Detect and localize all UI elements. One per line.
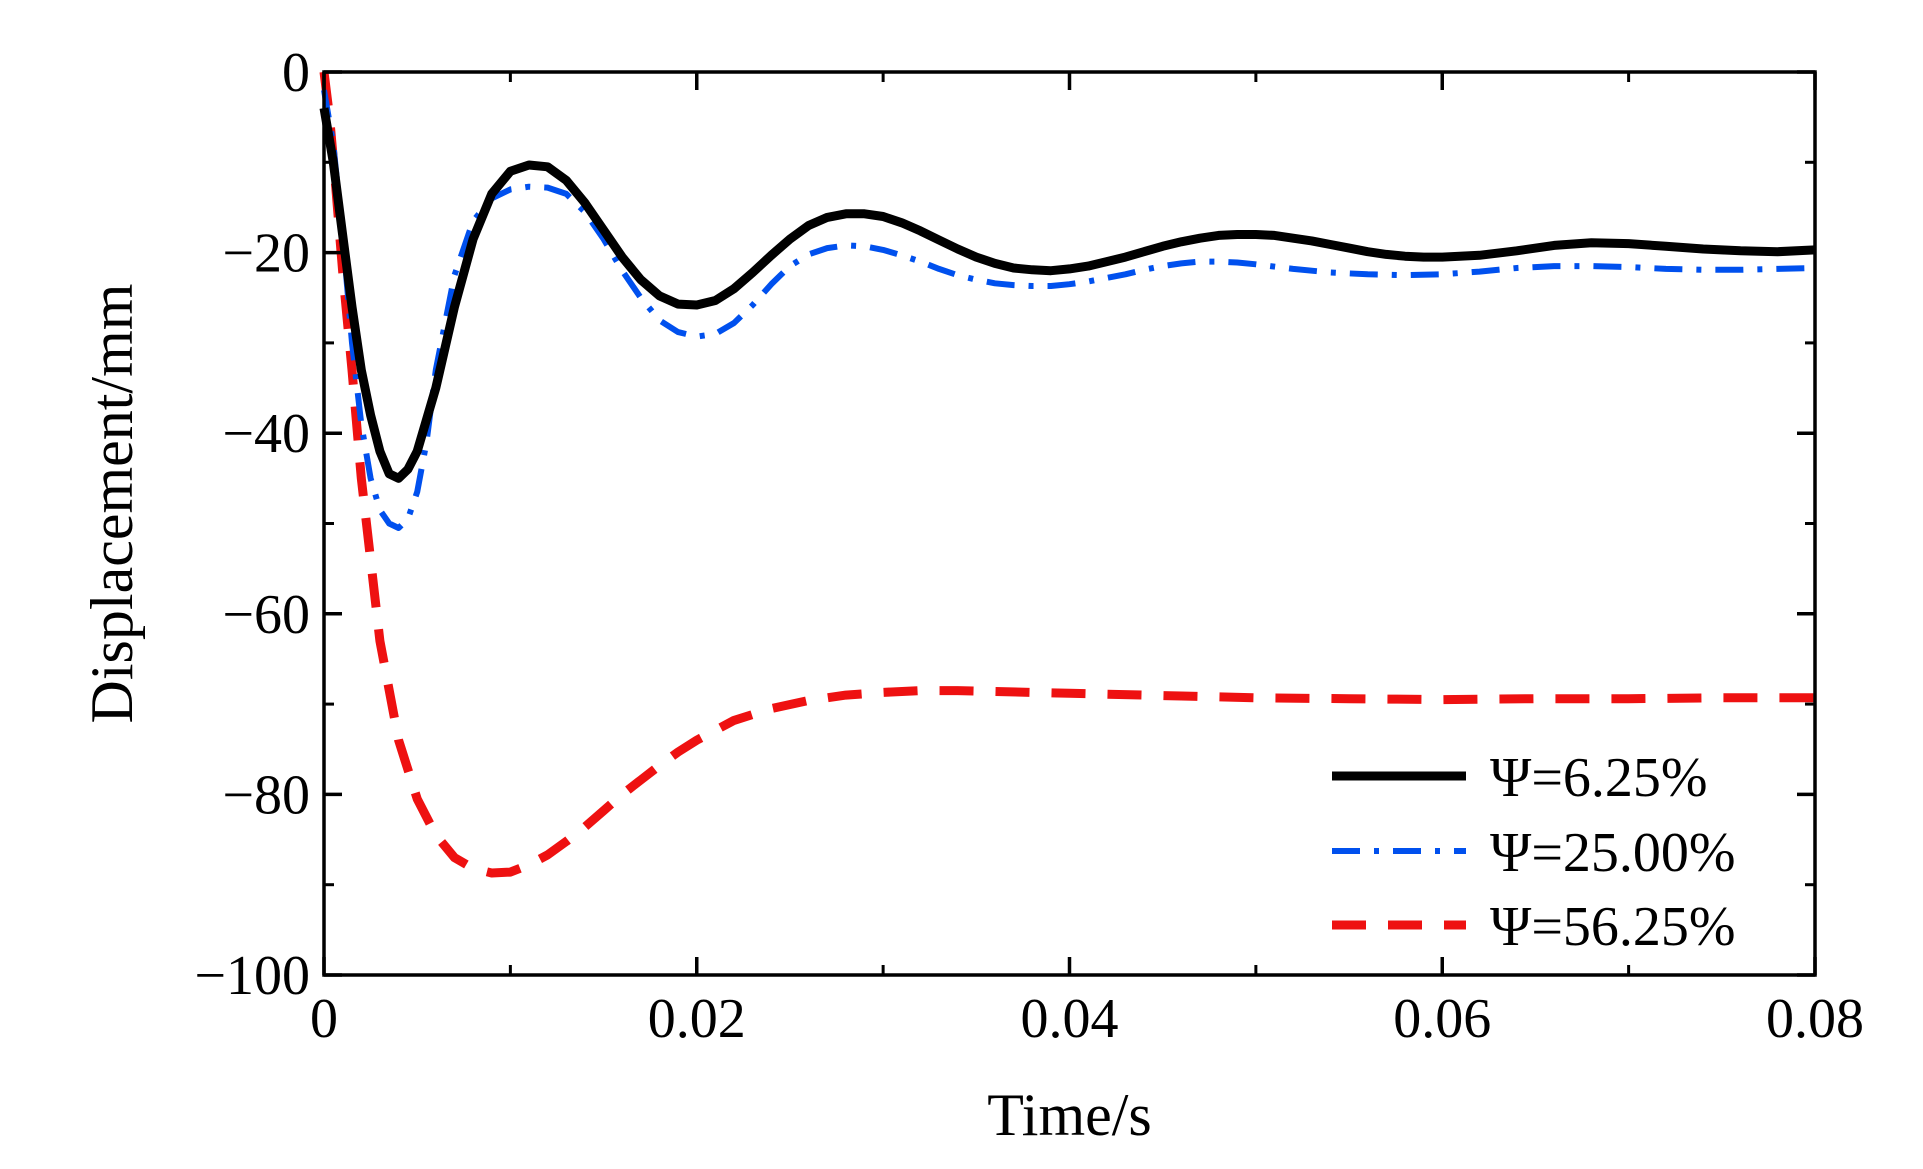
series-layer	[319, 71, 1816, 878]
x-tick-label: 0.02	[648, 988, 746, 1050]
x-tick-label: 0.06	[1393, 988, 1491, 1050]
y-tick-label: 0	[282, 42, 310, 104]
legend-label-3: Ψ=56.25%	[1490, 896, 1736, 958]
y-axis-title: Displacement/mm	[79, 284, 145, 724]
x-tick-label: 0.04	[1021, 988, 1119, 1050]
x-tick-label: 0.08	[1766, 988, 1864, 1050]
legend: Ψ=6.25% Ψ=25.00% Ψ=56.25%	[1332, 747, 1736, 958]
x-tick-label: 0	[310, 988, 338, 1050]
series-line-2	[321, 89, 1816, 531]
legend-label-1: Ψ=6.25%	[1490, 747, 1708, 809]
tick-labels-layer: 0 0.02 0.04 0.06 0.08 0 −20 −40 −60 −80 −100	[194, 42, 1864, 1050]
series-line-3	[319, 71, 1815, 878]
x-axis-title: Time/s	[987, 1082, 1152, 1148]
series-line-1	[319, 107, 1816, 483]
ticks-layer	[322, 70, 1817, 977]
y-tick-label: −60	[222, 584, 310, 646]
legend-label-2: Ψ=25.00%	[1490, 822, 1736, 884]
y-tick-label: −80	[222, 764, 310, 826]
y-tick-label: −100	[194, 945, 310, 1007]
y-tick-label: −20	[222, 223, 310, 285]
y-tick-label: −40	[222, 403, 310, 465]
